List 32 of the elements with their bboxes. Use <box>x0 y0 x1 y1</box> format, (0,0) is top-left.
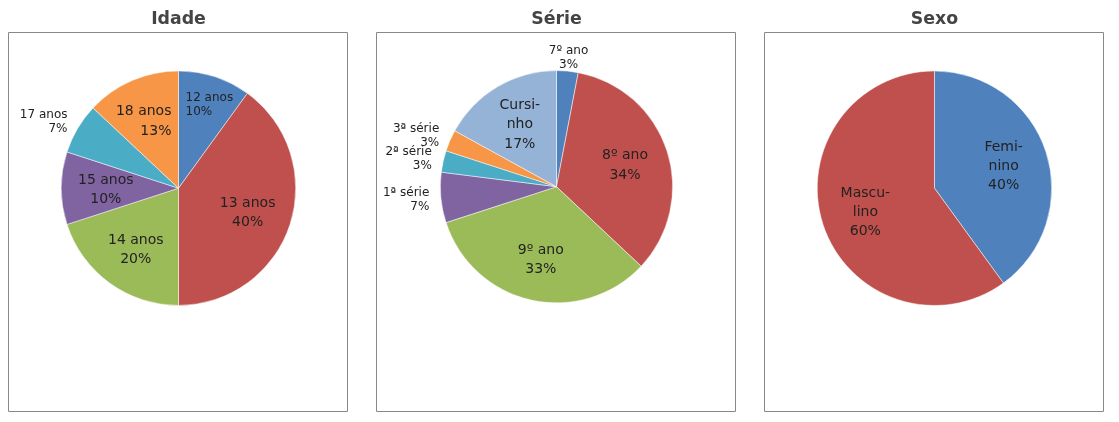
data-label: 40% <box>988 176 1020 193</box>
slice-label: Mascu- lino <box>840 183 891 220</box>
data-label: 13% <box>140 121 172 138</box>
data-label: 3% <box>412 158 432 173</box>
chart-title: Sexo <box>910 7 959 28</box>
slice-label: 14 anos <box>107 230 164 247</box>
chart-title: Idade <box>151 7 206 28</box>
slice-label: 13 anos <box>219 193 276 210</box>
slice-label: 2ª série <box>385 144 432 159</box>
slice-label: Cursi- nho <box>499 96 541 132</box>
data-label: 17% <box>504 134 536 151</box>
slice-label: 9º ano <box>517 240 564 257</box>
data-label: 34% <box>609 165 641 182</box>
data-label: 33% <box>525 260 557 277</box>
data-label: 10% <box>90 189 122 206</box>
data-label: 20% <box>120 249 152 266</box>
slice-label: Femi- nino <box>984 138 1023 174</box>
slice-label: 3ª série <box>392 120 440 135</box>
slice-label: 7º ano <box>548 42 589 57</box>
slice-label: 8º ano <box>601 146 648 163</box>
slice-label: 1ª série <box>382 184 430 199</box>
data-label: 7% <box>410 198 430 213</box>
chart-title: Série <box>531 7 582 28</box>
data-label: 7% <box>48 121 68 136</box>
slice-label: 12 anos <box>185 89 234 104</box>
data-label: 40% <box>232 212 264 229</box>
slice-label: 15 anos <box>78 170 134 187</box>
data-label: 3% <box>559 56 579 71</box>
data-label: 10% <box>185 103 213 118</box>
slice-label: 17 anos <box>19 107 68 122</box>
data-label: 60% <box>849 222 881 239</box>
slice-label: 18 anos <box>115 102 172 119</box>
